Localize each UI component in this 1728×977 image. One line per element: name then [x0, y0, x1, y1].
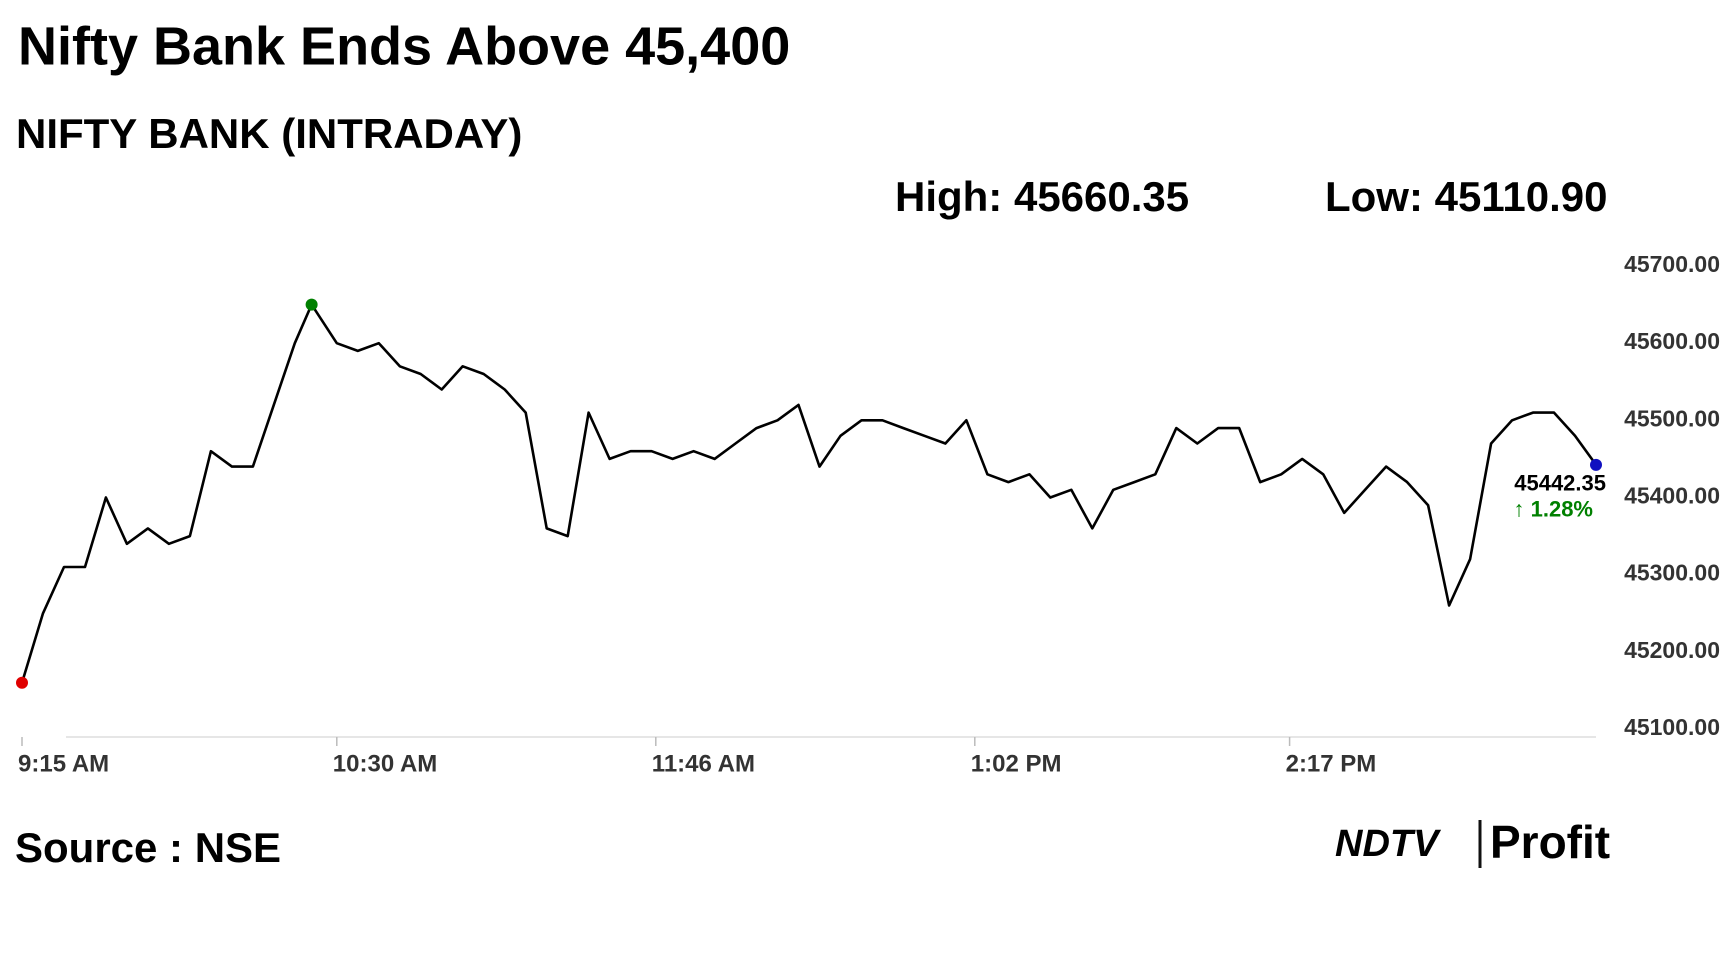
logo-ndtv: NDTV [1335, 823, 1441, 865]
x-tick-label: 1:02 PM [971, 750, 1062, 777]
x-tick-label: 11:46 AM [652, 750, 755, 777]
start-marker [16, 676, 28, 689]
y-tick-label: 45700.00 [1624, 251, 1720, 277]
logo-profit: Profit [1490, 816, 1610, 868]
y-tick-label: 45600.00 [1624, 328, 1720, 354]
x-tick-label: 9:15 AM [18, 750, 109, 777]
end-marker [1590, 458, 1602, 471]
x-tick-label: 10:30 AM [333, 750, 437, 777]
change-label: ↑ 1.28% [1514, 497, 1594, 522]
x-tick-label: 2:17 PM [1286, 750, 1377, 777]
y-tick-label: 45100.00 [1624, 714, 1720, 740]
last-value-label: 45442.35 [1514, 471, 1606, 496]
y-tick-label: 45200.00 [1624, 637, 1720, 663]
y-tick-label: 45300.00 [1624, 560, 1720, 586]
chart-title: Nifty Bank Ends Above 45,400 [18, 16, 790, 76]
source: Source : NSE [15, 824, 281, 871]
high-marker [305, 298, 318, 311]
chart-subtitle: NIFTY BANK (INTRADAY) [16, 110, 522, 157]
price-line [20, 303, 1598, 684]
high-label: High: 45660.35 [895, 173, 1189, 220]
y-tick-label: 45500.00 [1624, 405, 1720, 431]
y-tick-label: 45400.00 [1624, 483, 1720, 509]
low-label: Low: 45110.90 [1325, 173, 1608, 220]
